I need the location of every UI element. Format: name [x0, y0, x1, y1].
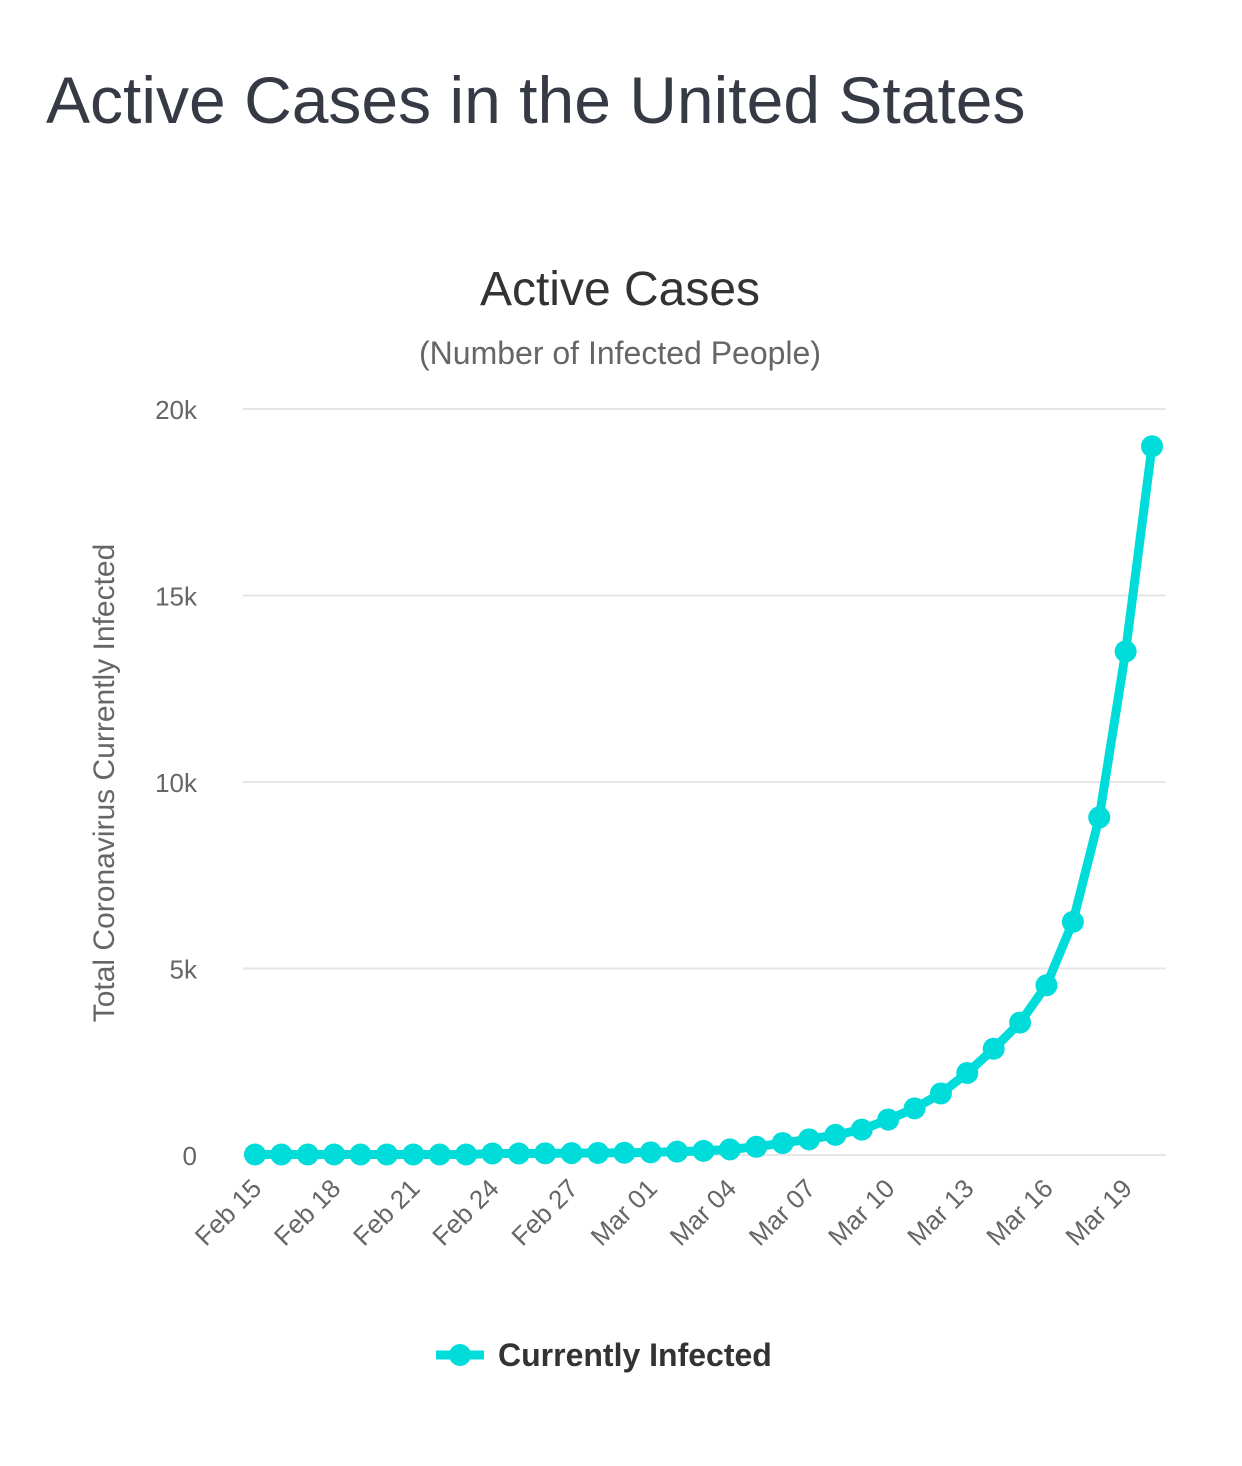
data-point[interactable] — [718, 1138, 741, 1161]
x-tick-label: Mar 04 — [664, 1173, 742, 1251]
data-point[interactable] — [929, 1082, 952, 1105]
x-tick-label: Feb 21 — [347, 1173, 425, 1251]
data-point[interactable] — [586, 1141, 609, 1164]
data-point[interactable] — [1061, 910, 1084, 933]
data-point[interactable] — [534, 1142, 557, 1165]
data-point[interactable] — [296, 1143, 319, 1166]
data-point[interactable] — [1114, 640, 1137, 663]
legend-marker-icon — [449, 1344, 471, 1366]
chart-subtitle: (Number of Infected People) — [419, 335, 821, 371]
x-tick-label: Mar 10 — [822, 1173, 900, 1251]
data-point[interactable] — [771, 1132, 794, 1155]
data-point[interactable] — [1088, 806, 1111, 829]
x-tick-label: Mar 01 — [585, 1173, 663, 1251]
data-point[interactable] — [982, 1037, 1005, 1060]
legend-item[interactable]: Currently Infected — [436, 1337, 772, 1373]
x-tick-label: Feb 24 — [426, 1173, 504, 1251]
x-tick-label: Mar 07 — [743, 1173, 821, 1251]
x-tick-label: Feb 27 — [505, 1173, 583, 1251]
data-point[interactable] — [956, 1061, 979, 1084]
data-point[interactable] — [850, 1118, 873, 1141]
data-point[interactable] — [481, 1142, 504, 1165]
x-tick-label: Mar 16 — [980, 1173, 1058, 1251]
x-tick-label: Mar 13 — [901, 1173, 979, 1251]
x-tick-label: Feb 18 — [268, 1173, 346, 1251]
data-point[interactable] — [639, 1141, 662, 1164]
data-point[interactable] — [798, 1128, 821, 1151]
y-tick-label: 10k — [155, 768, 198, 798]
data-point[interactable] — [666, 1140, 689, 1163]
x-tick-label: Mar 19 — [1059, 1173, 1137, 1251]
data-point[interactable] — [270, 1143, 293, 1166]
data-point[interactable] — [1035, 974, 1058, 997]
data-point[interactable] — [745, 1135, 768, 1158]
data-point[interactable] — [1141, 435, 1163, 458]
data-point[interactable] — [244, 1143, 266, 1166]
y-tick-label: 0 — [183, 1141, 197, 1171]
data-point[interactable] — [903, 1097, 926, 1120]
data-point[interactable] — [824, 1123, 847, 1146]
y-axis-label: Total Coronavirus Currently Infected — [88, 544, 121, 1023]
data-point[interactable] — [428, 1143, 451, 1166]
data-point[interactable] — [1009, 1011, 1032, 1034]
y-tick-label: 5k — [170, 955, 198, 985]
chart-title: Active Cases — [480, 263, 760, 316]
y-tick-label: 15k — [155, 582, 198, 612]
data-point[interactable] — [560, 1142, 583, 1165]
x-tick-label: Feb 15 — [189, 1173, 267, 1251]
data-point[interactable] — [323, 1143, 346, 1166]
data-point[interactable] — [613, 1141, 636, 1164]
series-line — [255, 445, 1157, 1160]
data-point[interactable] — [402, 1143, 425, 1166]
data-point[interactable] — [375, 1143, 398, 1166]
data-point[interactable] — [507, 1142, 530, 1165]
legend-label: Currently Infected — [498, 1337, 772, 1373]
y-tick-label: 20k — [155, 395, 198, 425]
data-point[interactable] — [349, 1143, 372, 1166]
page-title: Active Cases in the United States — [46, 63, 1026, 137]
data-point[interactable] — [877, 1108, 900, 1131]
data-point[interactable] — [692, 1139, 715, 1162]
data-point[interactable] — [455, 1143, 478, 1166]
